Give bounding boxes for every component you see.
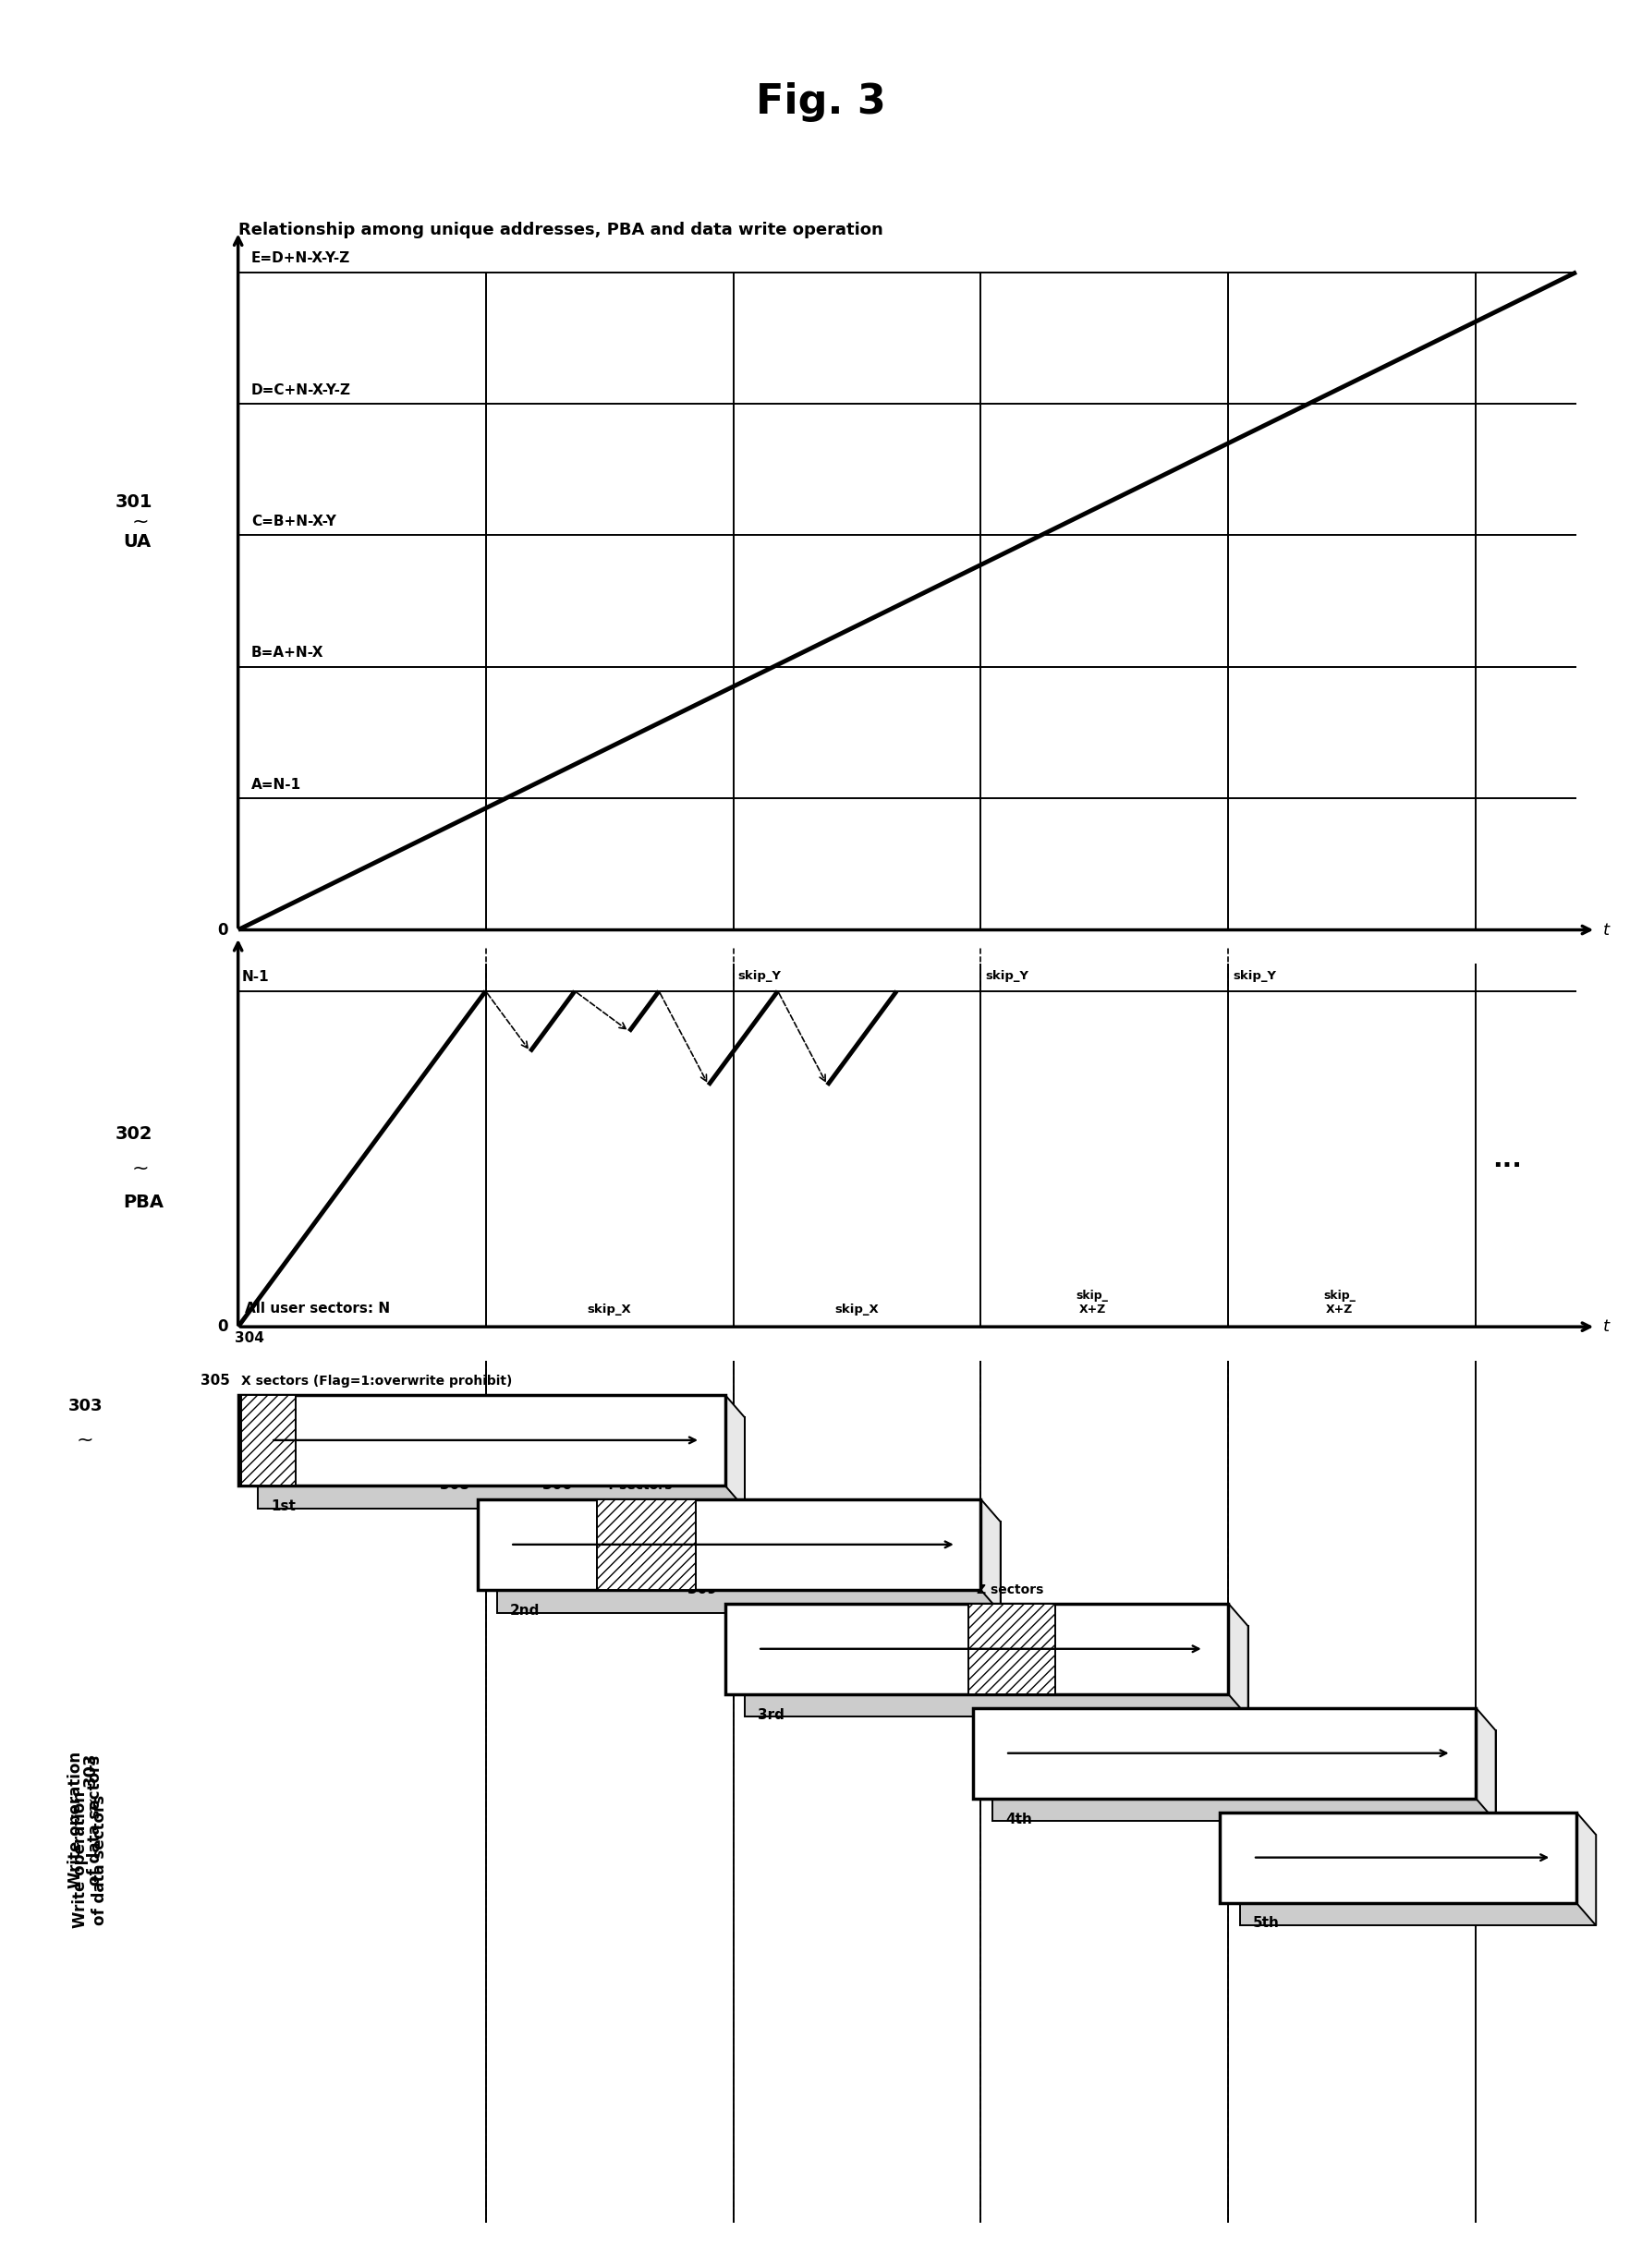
Text: UA: UA xyxy=(123,533,151,551)
Bar xyxy=(1220,1812,1576,1903)
Text: Write operation
of data sectors: Write operation of data sectors xyxy=(67,1751,103,1889)
Text: ~: ~ xyxy=(77,1431,94,1449)
Text: 308: 308 xyxy=(440,1479,470,1492)
Text: t: t xyxy=(1603,921,1609,939)
Polygon shape xyxy=(992,1730,1496,1821)
Bar xyxy=(478,1499,980,1590)
Text: Y sectors: Y sectors xyxy=(606,1479,672,1492)
Polygon shape xyxy=(726,1395,745,1508)
Text: skip_Y: skip_Y xyxy=(1233,971,1277,982)
Polygon shape xyxy=(745,1626,1248,1717)
Text: X sectors (Flag=1:overwrite prohibit): X sectors (Flag=1:overwrite prohibit) xyxy=(241,1374,512,1388)
Polygon shape xyxy=(1228,1603,1248,1717)
Polygon shape xyxy=(1240,1835,1596,1926)
Text: skip_Y: skip_Y xyxy=(739,971,782,982)
Text: C=B+N-X-Y: C=B+N-X-Y xyxy=(251,515,337,528)
Text: E=D+N-X-Y-Z: E=D+N-X-Y-Z xyxy=(251,252,350,265)
Bar xyxy=(238,1395,726,1486)
Polygon shape xyxy=(1576,1812,1596,1926)
Text: A=N-1: A=N-1 xyxy=(251,778,300,792)
Polygon shape xyxy=(258,1418,745,1508)
Polygon shape xyxy=(498,1522,1000,1613)
Text: 302: 302 xyxy=(115,1125,153,1143)
Text: 3rd: 3rd xyxy=(759,1708,785,1721)
Text: t: t xyxy=(1603,1318,1609,1336)
Bar xyxy=(598,1499,696,1590)
Text: 0: 0 xyxy=(218,921,228,939)
Text: D=C+N-X-Y-Z: D=C+N-X-Y-Z xyxy=(251,383,351,397)
Text: Write operation
of data sectors: Write operation of data sectors xyxy=(72,1792,108,1928)
Text: 5th: 5th xyxy=(1253,1916,1279,1930)
Text: skip_
X+Z: skip_ X+Z xyxy=(1076,1290,1108,1315)
Text: 303: 303 xyxy=(67,1397,103,1415)
Text: ~: ~ xyxy=(131,513,148,531)
Text: Z sectors: Z sectors xyxy=(977,1583,1044,1597)
Text: Fig. 3: Fig. 3 xyxy=(755,82,887,122)
Text: All user sectors: N: All user sectors: N xyxy=(245,1302,389,1315)
Text: 309: 309 xyxy=(688,1583,718,1597)
Text: B=A+N-X: B=A+N-X xyxy=(251,646,323,660)
Text: 0: 0 xyxy=(218,1318,228,1336)
Polygon shape xyxy=(980,1499,1000,1613)
Text: 301: 301 xyxy=(115,494,153,510)
Text: N-1: N-1 xyxy=(241,971,269,984)
Text: skip_X: skip_X xyxy=(836,1304,878,1315)
Text: PBA: PBA xyxy=(123,1193,164,1211)
Text: 304: 304 xyxy=(235,1331,264,1345)
Bar xyxy=(726,1603,1228,1694)
Text: ~: ~ xyxy=(131,1159,148,1177)
Bar xyxy=(241,1395,296,1486)
Text: 1st: 1st xyxy=(271,1499,296,1513)
Text: skip_Y: skip_Y xyxy=(985,971,1030,982)
Text: 4th: 4th xyxy=(1005,1812,1033,1826)
Text: skip_
X+Z: skip_ X+Z xyxy=(1323,1290,1356,1315)
Bar xyxy=(972,1708,1476,1799)
Text: 306: 306 xyxy=(544,1479,573,1492)
Text: 2nd: 2nd xyxy=(511,1603,540,1617)
Polygon shape xyxy=(1476,1708,1496,1821)
Text: skip_X: skip_X xyxy=(588,1304,632,1315)
Bar xyxy=(969,1603,1056,1694)
Text: ~: ~ xyxy=(80,1794,100,1812)
Text: Relationship among unique addresses, PBA and data write operation: Relationship among unique addresses, PBA… xyxy=(238,222,883,238)
Text: 303: 303 xyxy=(82,1751,99,1787)
Text: 305: 305 xyxy=(200,1374,230,1388)
Text: ...: ... xyxy=(1493,1145,1522,1173)
